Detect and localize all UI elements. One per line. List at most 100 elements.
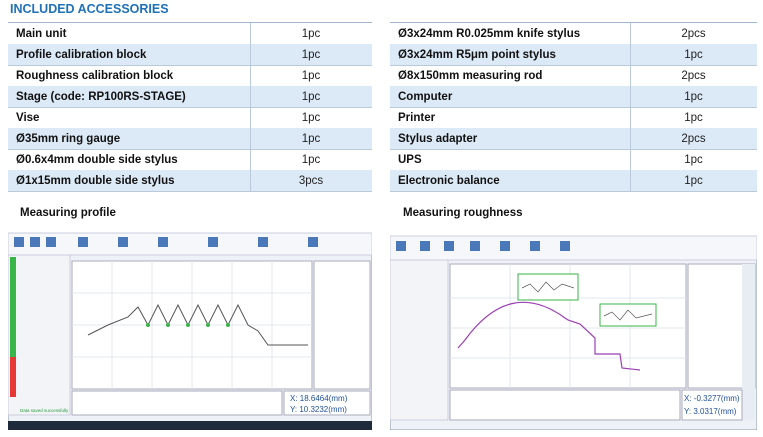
- table-row: Profile calibration block 1pc: [8, 44, 372, 66]
- item-quantity: 1pc: [301, 90, 321, 103]
- taskbar: [8, 421, 372, 430]
- zoom-line: [521, 281, 575, 293]
- caption: Measuring profile: [20, 207, 116, 219]
- results-table: [449, 389, 681, 421]
- ribbon-icons: [14, 237, 318, 247]
- item-quantity: 1pc: [301, 111, 321, 124]
- table-row: Computer 1pc: [390, 86, 757, 108]
- column-divider: [250, 170, 251, 191]
- table-row: Ø35mm ring gauge 1pc: [8, 128, 372, 150]
- item-quantity: 1pc: [684, 48, 703, 61]
- readout: X: -0.3277(mm): [684, 394, 740, 403]
- table-row: Stage (code: RP100RS-STAGE) 1pc: [8, 86, 372, 108]
- column-divider: [250, 128, 251, 149]
- table-row: Ø8x150mm measuring rod 2pcs: [390, 65, 757, 87]
- item-quantity: 1pc: [301, 153, 321, 166]
- item-name: Main unit: [16, 27, 67, 40]
- table-row: Main unit 1pc: [8, 23, 372, 45]
- column-divider: [630, 170, 631, 191]
- ribbon-icons: [396, 241, 570, 251]
- readout: Y: 3.0317(mm): [684, 407, 737, 416]
- item-name: Stylus adapter: [398, 132, 478, 145]
- side-panel: [8, 254, 71, 416]
- column-divider: [250, 23, 251, 44]
- column-divider: [630, 65, 631, 86]
- table-row: Printer 1pc: [390, 107, 757, 129]
- accessories-table: Main unit 1pc Profile calibration block 1pc…: [8, 22, 372, 193]
- tool-strip: [742, 264, 755, 420]
- item-name: Printer: [398, 111, 436, 124]
- item-name: Ø3x24mm R5μm point stylus: [398, 48, 556, 61]
- item-name: Profile calibration block: [16, 48, 147, 61]
- profile-line: [87, 303, 308, 346]
- title-bar: [8, 225, 372, 233]
- column-divider: [630, 44, 631, 65]
- readout-box: [681, 389, 743, 421]
- item-name: Ø8x150mm measuring rod: [398, 69, 543, 82]
- table-row: Vise 1pc: [8, 107, 372, 129]
- table-row: Ø1x15mm double side stylus 3pcs: [8, 170, 372, 192]
- table-row: Stylus adapter 2pcs: [390, 128, 757, 150]
- zoom-box: [599, 303, 657, 327]
- column-divider: [630, 128, 631, 149]
- side-panel: [390, 259, 449, 421]
- item-quantity: 1pc: [684, 153, 703, 166]
- item-quantity: 1pc: [684, 174, 703, 187]
- column-divider: [630, 86, 631, 107]
- item-quantity: 2pcs: [681, 27, 706, 40]
- column-divider: [250, 107, 251, 128]
- table-row: Electronic balance 1pc: [390, 170, 757, 192]
- section-title: INCLUDED ACCESSORIES: [10, 2, 169, 16]
- grid: [450, 264, 686, 388]
- profile-line: [457, 301, 641, 371]
- item-name: Ø1x15mm double side stylus: [16, 174, 175, 187]
- properties-panel: [313, 260, 371, 390]
- points: [146, 323, 230, 327]
- item-quantity: 1pc: [301, 48, 321, 61]
- ribbon: [8, 232, 372, 256]
- item-quantity: 1pc: [301, 69, 321, 82]
- table-row: UPS 1pc: [390, 149, 757, 171]
- readout: Y: 10.3232(mm): [290, 405, 347, 414]
- item-name: Stage (code: RP100RS-STAGE): [16, 90, 186, 103]
- column-divider: [630, 107, 631, 128]
- item-quantity: 1pc: [684, 111, 703, 124]
- title-bar: [390, 228, 757, 236]
- table-row: Ø3x24mm R5μm point stylus 1pc: [390, 44, 757, 66]
- readout-box: [283, 390, 371, 416]
- level-bar: [10, 257, 16, 357]
- item-quantity: 1pc: [301, 132, 321, 145]
- accessories-table: Ø3x24mm R0.025mm knife stylus 2pcs Ø3x24mm…: [390, 22, 757, 193]
- table-row: Ø3x24mm R0.025mm knife stylus 2pcs: [390, 23, 757, 45]
- column-divider: [250, 149, 251, 170]
- grid: [72, 261, 312, 389]
- item-quantity: 3pcs: [298, 174, 324, 187]
- zoom-box: [517, 273, 579, 301]
- table-row: Ø0.6x4mm double side stylus 1pc: [8, 149, 372, 171]
- profile-screenshot: X: 18.6464(mm) Y: 10.3232(mm) Data saved…: [8, 225, 372, 430]
- item-name: Roughness calibration block: [16, 69, 174, 82]
- readout: X: 18.6464(mm): [290, 394, 348, 403]
- item-name: Ø35mm ring gauge: [16, 132, 121, 145]
- column-divider: [630, 23, 631, 44]
- item-name: Vise: [16, 111, 40, 124]
- item-name: Ø3x24mm R0.025mm knife stylus: [398, 27, 581, 40]
- item-name: Electronic balance: [398, 174, 500, 187]
- item-quantity: 1pc: [301, 27, 321, 40]
- item-name: Ø0.6x4mm double side stylus: [16, 153, 178, 166]
- zoom-line: [603, 309, 653, 321]
- item-quantity: 2pcs: [681, 69, 706, 82]
- level-bar: [10, 357, 16, 397]
- results-table: [71, 390, 283, 416]
- column-divider: [250, 44, 251, 65]
- item-quantity: 2pcs: [681, 132, 706, 145]
- column-divider: [250, 86, 251, 107]
- column-divider: [630, 149, 631, 170]
- item-name: UPS: [398, 153, 422, 166]
- caption: Measuring roughness: [403, 207, 523, 219]
- table-row: Roughness calibration block 1pc: [8, 65, 372, 87]
- item-quantity: 1pc: [684, 90, 703, 103]
- item-name: Computer: [398, 90, 453, 103]
- status: Data saved successfully: [20, 408, 69, 413]
